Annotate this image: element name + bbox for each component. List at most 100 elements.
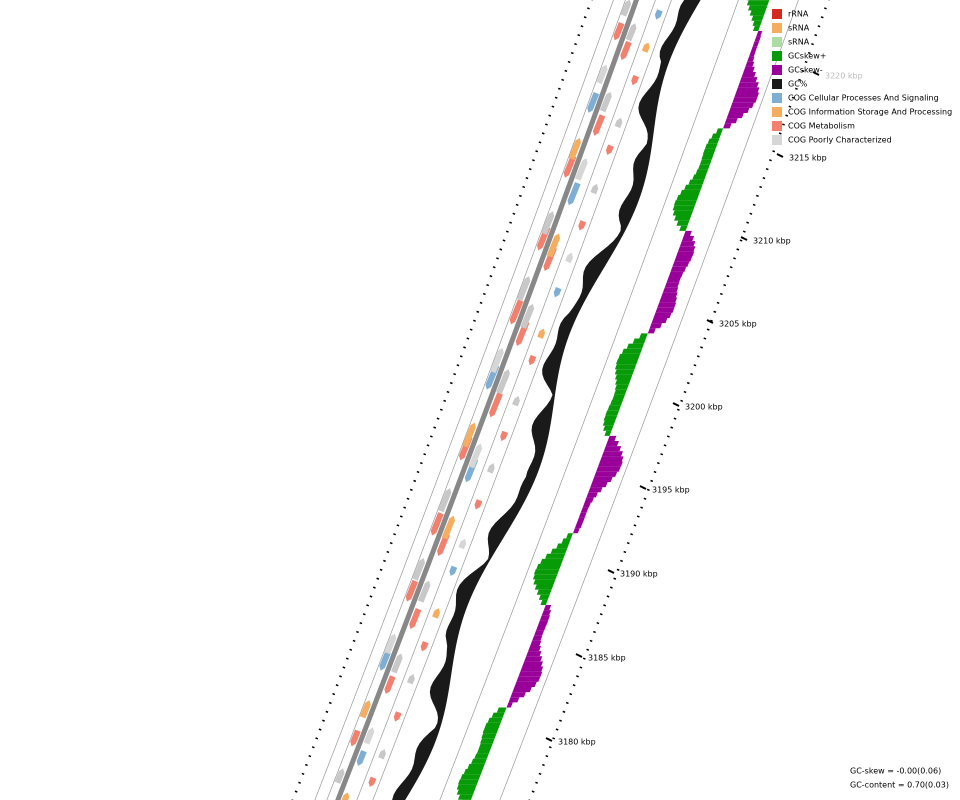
- gc-skew-negative: [605, 441, 619, 447]
- gc-skew-negative: [518, 671, 543, 677]
- gc-skew-negative: [576, 517, 585, 523]
- ruler-label: 3200 kbp: [685, 403, 723, 412]
- gene: [390, 653, 403, 674]
- ruler-tick: [812, 71, 820, 76]
- legend-label: GC%: [788, 80, 808, 89]
- gene: [528, 354, 537, 366]
- gene: [405, 579, 419, 602]
- track-line: [372, 0, 672, 800]
- gc-skew-positive: [550, 548, 568, 554]
- gc-skew-negative: [726, 113, 744, 119]
- gc-skew-positive: [471, 758, 487, 764]
- gc-skew-negative: [535, 625, 547, 631]
- gc-skew-positive: [456, 789, 475, 795]
- gc-skew-positive: [614, 374, 633, 380]
- legend-label: sRNA: [788, 38, 810, 47]
- gc-skew-negative: [532, 635, 543, 641]
- gc-skew-positive: [612, 394, 625, 400]
- gene: [641, 42, 650, 53]
- ruler-label: 3190 kbp: [620, 570, 658, 579]
- gc-skew-negative: [739, 77, 758, 83]
- ruler-label: 3185 kbp: [588, 654, 626, 663]
- gc-skew-negative: [601, 451, 623, 457]
- gene: [541, 211, 555, 235]
- gc-skew-positive: [615, 359, 639, 365]
- gc-skew-negative: [588, 487, 603, 493]
- gc-skew-negative: [754, 36, 762, 42]
- gene: [489, 347, 504, 374]
- gc-skew-negative: [752, 41, 760, 47]
- gene: [384, 633, 397, 655]
- gc-skew-positive: [676, 195, 699, 201]
- legend-label: COG Information Storage And Processing: [788, 108, 952, 117]
- ruler-tick: [740, 236, 748, 241]
- gc-skew-positive: [701, 154, 714, 160]
- gene: [592, 114, 606, 136]
- legend-swatch: [772, 9, 782, 19]
- gc-skew-negative: [743, 66, 755, 72]
- gc-skew-positive: [538, 594, 550, 600]
- gc-skew-positive: [602, 420, 616, 426]
- gc-skew-negative: [674, 256, 693, 262]
- gene: [578, 220, 587, 231]
- gc-skew-negative: [750, 46, 758, 52]
- gc-skew-negative: [651, 318, 668, 324]
- gene: [334, 768, 345, 784]
- gene: [409, 608, 422, 630]
- gc-skew-negative: [737, 82, 759, 88]
- gc-skew-positive: [561, 538, 572, 544]
- gene: [379, 651, 391, 671]
- gc-skew-negative: [681, 236, 695, 242]
- gc-skew-positive: [672, 205, 695, 211]
- gc-skew-negative: [603, 446, 622, 452]
- gene: [614, 117, 623, 129]
- gene: [625, 23, 637, 42]
- legend-swatch: [772, 23, 782, 33]
- gc-skew-negative: [676, 251, 695, 257]
- gc-skew-negative: [678, 246, 696, 252]
- legend-swatch: [772, 121, 782, 131]
- legend-label: sRNA: [788, 24, 810, 33]
- gc-skew-positive: [545, 553, 566, 559]
- gc-skew-negative: [728, 107, 750, 113]
- gc-skew-positive: [699, 159, 712, 165]
- legend-label: GCskew-: [788, 66, 823, 75]
- gc-skew-positive: [680, 189, 701, 195]
- gene: [546, 233, 561, 258]
- legend-label: COG Cellular Processes And Signaling: [788, 94, 939, 103]
- gc-skew-positive: [614, 369, 635, 375]
- gene: [605, 144, 614, 155]
- gc-skew-negative: [741, 72, 756, 78]
- gc-content-summary: GC-content = 0.70(0.03): [850, 781, 949, 790]
- gc-skew-negative: [524, 656, 543, 662]
- gc-skew-negative: [649, 323, 663, 329]
- gene: [574, 158, 588, 181]
- legend-swatch: [772, 65, 782, 75]
- backbone: [335, 0, 640, 800]
- gene: [468, 443, 483, 469]
- gene: [537, 328, 546, 339]
- ruler-tick: [639, 485, 647, 490]
- gc-content-band: [392, 0, 701, 800]
- gc-skew-negative: [679, 241, 696, 247]
- gc-skew-negative: [736, 87, 760, 93]
- gc-skew-positive: [487, 717, 503, 723]
- gc-skew-negative: [670, 266, 687, 272]
- gc-skew-negative: [723, 123, 732, 129]
- gc-skew-positive: [478, 743, 493, 749]
- gene: [474, 499, 483, 510]
- gene: [420, 641, 429, 652]
- gene: [565, 252, 574, 264]
- track-line: [499, 0, 799, 800]
- gc-skew-positive: [749, 10, 766, 16]
- legend: rRNA sRNA sRNA GCskew+ GCskew- GC% COG Cellula…: [772, 9, 952, 145]
- gene: [596, 64, 608, 85]
- gene: [496, 369, 510, 395]
- gene: [406, 674, 415, 685]
- gc-skew-positive: [556, 543, 570, 549]
- gc-skew-negative: [756, 31, 763, 37]
- ruler-label: 3180 kbp: [558, 738, 596, 747]
- gc-skew-positive: [481, 733, 497, 739]
- gc-skew-negative: [590, 482, 608, 488]
